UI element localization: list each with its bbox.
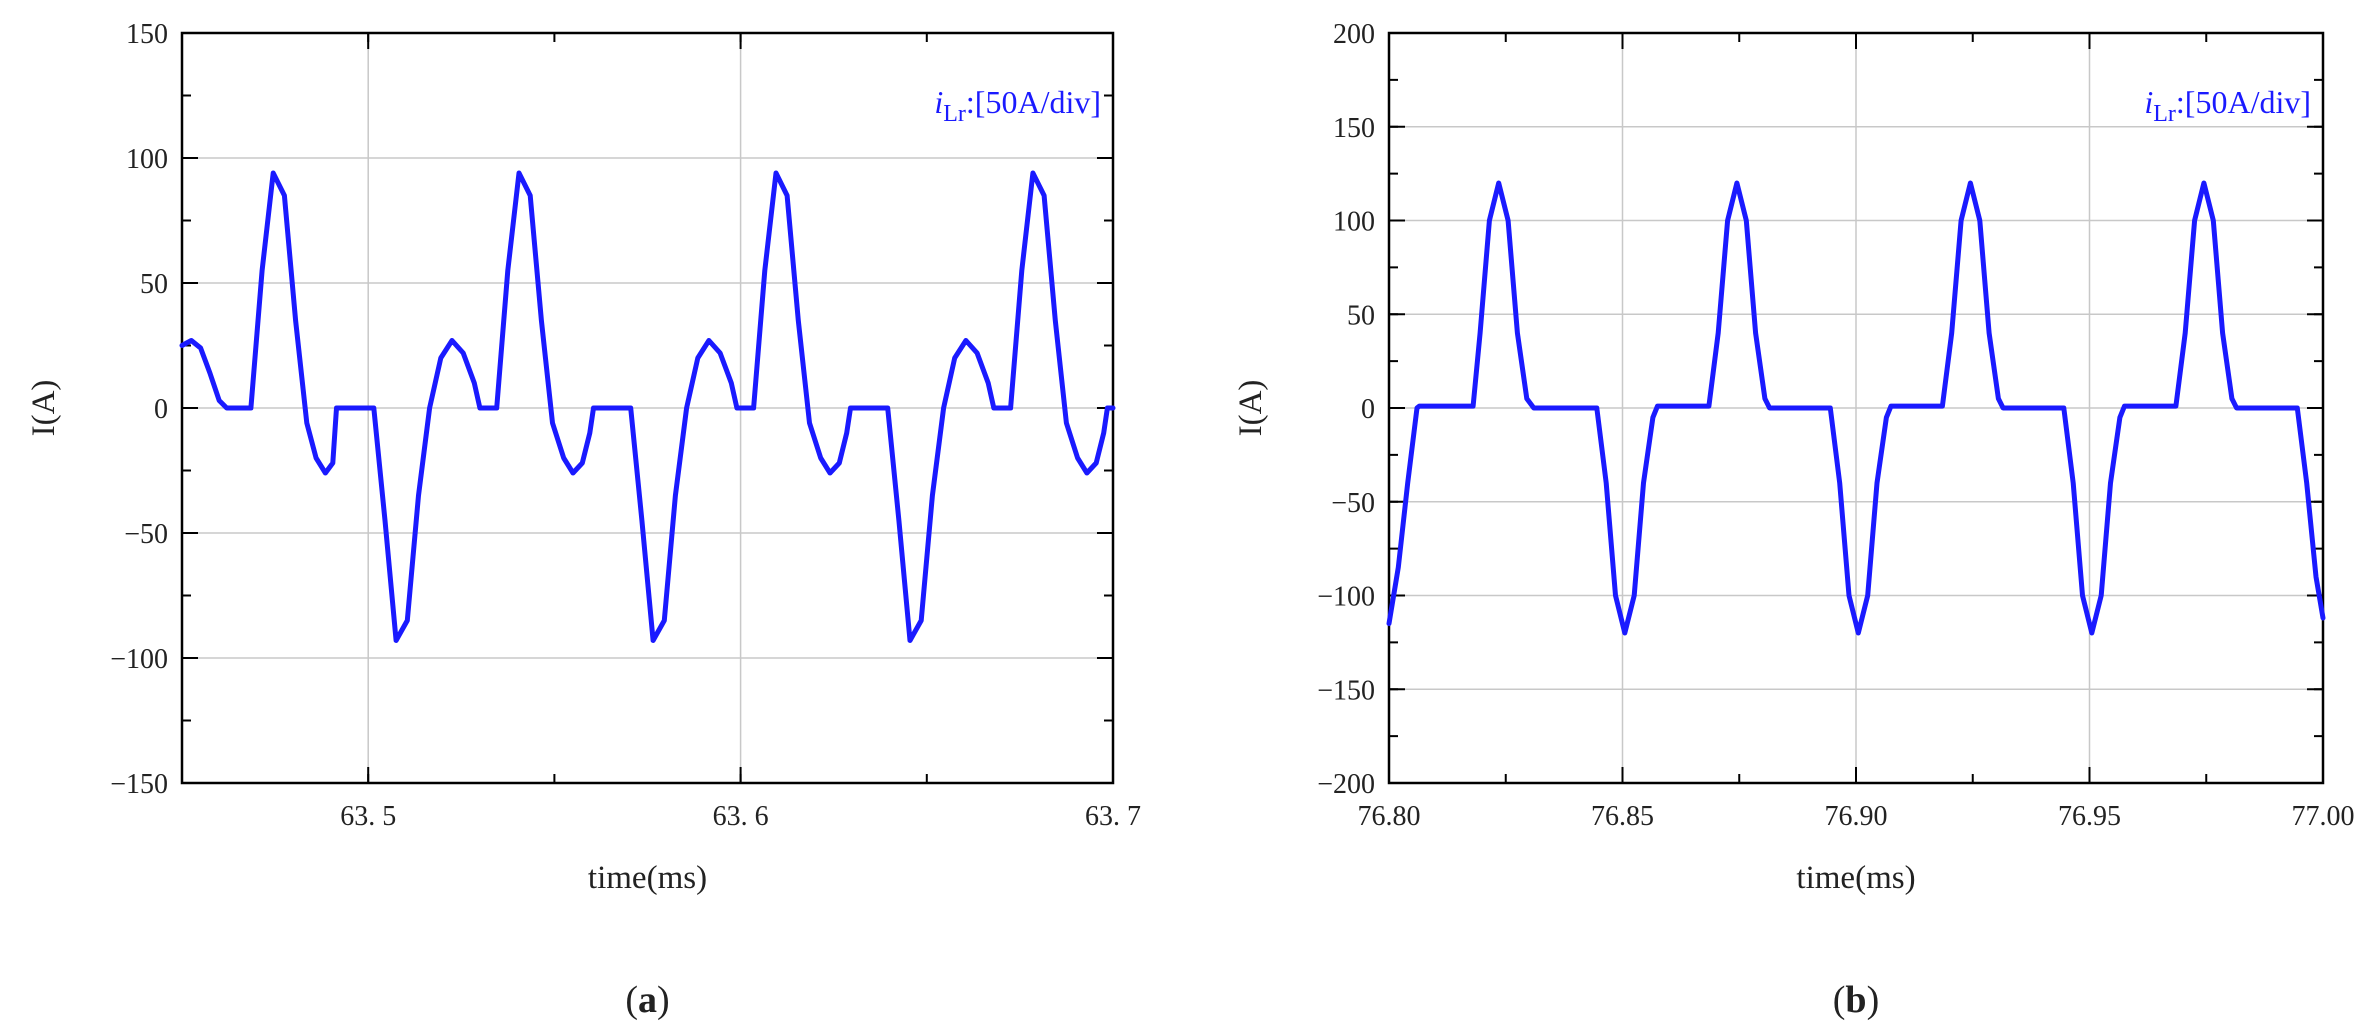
panel-label-letter: b: [1845, 979, 1866, 1021]
x-tick-label: 77.00: [2292, 801, 2355, 832]
series-line: [179, 170, 1116, 643]
y-tick-label: −50: [124, 519, 168, 550]
y-tick-label: 50: [140, 269, 168, 300]
y-tick-label: −150: [1317, 675, 1375, 706]
y-tick-label: 100: [1333, 207, 1375, 238]
y-tick-label: −150: [110, 769, 168, 800]
y-tick-label: 100: [126, 144, 168, 175]
y-tick-label: 0: [1361, 394, 1375, 425]
annotation-label: iLr:[50A/div]: [2144, 84, 2311, 127]
x-tick-label: 76.85: [1591, 801, 1654, 832]
x-tick-label: 76.90: [1825, 801, 1888, 832]
annotation-label: iLr:[50A/div]: [934, 84, 1101, 127]
annotation-sub: Lr: [2153, 101, 2176, 127]
y-axis-title: I(A): [26, 380, 62, 437]
y-tick-label: −200: [1317, 769, 1375, 800]
annotation-var: i: [2144, 84, 2153, 120]
y-tick-label: 150: [1333, 113, 1375, 144]
panel-label: (b): [1833, 979, 1879, 1021]
chart-panel-a: 63. 5 63. 6 63. 7 −150 −100 −50 0 50 100 150 time(…: [26, 19, 1141, 1021]
y-tick-label: 150: [126, 19, 168, 50]
y-axis-title: I(A): [1233, 380, 1269, 437]
panel-label-open: (: [625, 979, 638, 1021]
x-axis-title: time(ms): [1796, 860, 1915, 896]
panel-label-close: ): [657, 979, 670, 1021]
panel-label-open: (: [1833, 979, 1846, 1021]
x-tick-label: 76.80: [1358, 801, 1421, 832]
annotation-sub: Lr: [943, 101, 966, 127]
y-tick-label: −100: [110, 644, 168, 675]
x-tick-label: 63. 7: [1085, 801, 1141, 832]
panel-label-close: ): [1867, 979, 1880, 1021]
y-tick-label: 0: [154, 394, 168, 425]
y-tick-label: 50: [1347, 300, 1375, 331]
y-tick-label: 200: [1333, 19, 1375, 50]
annotation-var: i: [934, 84, 943, 120]
annotation-text: :[50A/div]: [966, 84, 1101, 120]
y-tick-label: −50: [1331, 488, 1375, 519]
y-tick-label: −100: [1317, 582, 1375, 613]
x-tick-label: 63. 5: [340, 801, 396, 832]
panel-label: (a): [625, 979, 669, 1021]
x-tick-label: 76.95: [2058, 801, 2121, 832]
annotation-text: :[50A/div]: [2176, 84, 2311, 120]
panel-label-letter: a: [638, 979, 657, 1021]
x-tick-label: 63. 6: [713, 801, 769, 832]
series-line: [1386, 180, 2326, 636]
x-axis-title: time(ms): [588, 860, 707, 896]
chart-panel-b: 76.80 76.85 76.90 76.95 77.00 −200 −150 −100 −50…: [1233, 19, 2355, 1021]
